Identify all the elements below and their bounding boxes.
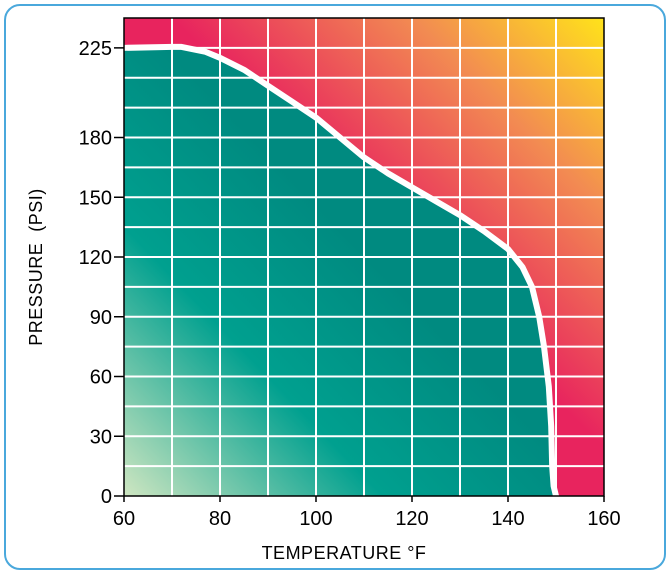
- safe-operating-region: [124, 46, 556, 497]
- x-tick-label: 60: [113, 508, 135, 530]
- x-tick-label: 160: [587, 508, 620, 530]
- limit-curve: [121, 43, 559, 499]
- x-axis-title: TEMPERATURE °F: [262, 543, 427, 563]
- y-tick-label: 90: [90, 307, 112, 329]
- x-tick-label: 120: [395, 508, 428, 530]
- x-tick-label: 100: [299, 508, 332, 530]
- x-tick-label: 140: [491, 508, 524, 530]
- y-tick-label: 30: [90, 426, 112, 448]
- y-tick-label: 225: [79, 38, 112, 60]
- y-tick-label: 120: [79, 247, 112, 269]
- y-tick-label: 150: [79, 187, 112, 209]
- y-tick-label: 180: [79, 128, 112, 150]
- x-tick-label: 80: [209, 508, 231, 530]
- y-tick-label: 60: [90, 367, 112, 389]
- y-tick-label: 0: [101, 486, 112, 508]
- y-axis-title: PRESSURE (PSI): [26, 188, 46, 346]
